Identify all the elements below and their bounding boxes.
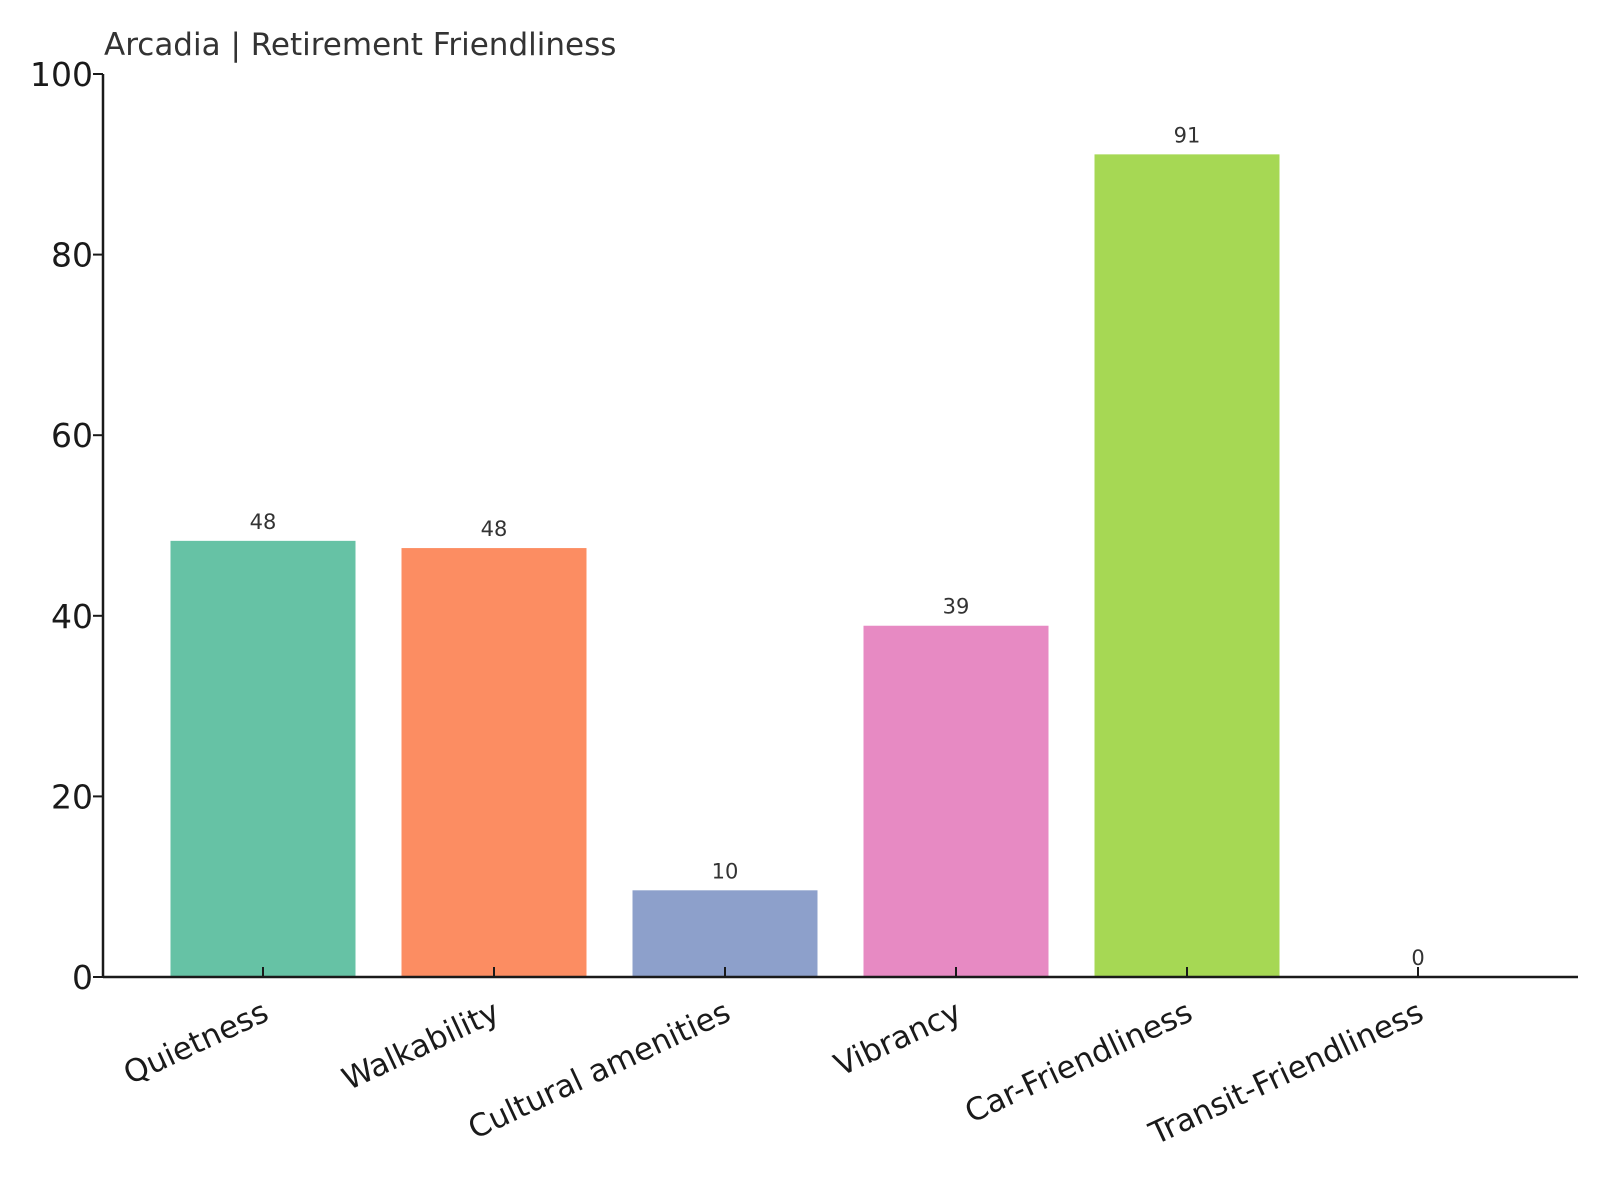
y-tick-label: 20 (51, 777, 93, 816)
y-tick-label: 60 (51, 416, 93, 455)
bar-car-friendliness (1094, 154, 1280, 977)
data-label: 0 (1411, 946, 1424, 970)
bar-cultural-amenities (632, 890, 818, 977)
bars-layer (170, 154, 1280, 977)
data-label: 48 (250, 510, 277, 534)
bar-quietness (170, 540, 356, 977)
y-tick-label: 0 (72, 958, 93, 997)
bar-walkability (401, 548, 587, 977)
x-tick-label: Walkability (337, 994, 505, 1098)
chart-title: Arcadia | Retirement Friendliness (104, 27, 616, 63)
bar-vibrancy (863, 625, 1049, 977)
y-axis: 0 20 40 60 80 100 (30, 55, 105, 997)
x-tick-label: Quietness (118, 994, 274, 1092)
x-tick-label: Vibrancy (829, 994, 967, 1084)
y-tick-label: 100 (30, 55, 93, 94)
x-tick-label: Cultural amenities (463, 994, 736, 1147)
x-tick-label: Car-Friendliness (960, 994, 1198, 1131)
y-tick-label: 80 (51, 236, 93, 275)
data-label: 91 (1174, 123, 1201, 147)
data-labels-layer: 48 48 10 39 91 0 (250, 123, 1425, 970)
y-tick-label: 40 (51, 597, 93, 636)
data-label: 10 (712, 859, 739, 883)
data-label: 39 (943, 595, 970, 619)
data-label: 48 (481, 517, 508, 541)
